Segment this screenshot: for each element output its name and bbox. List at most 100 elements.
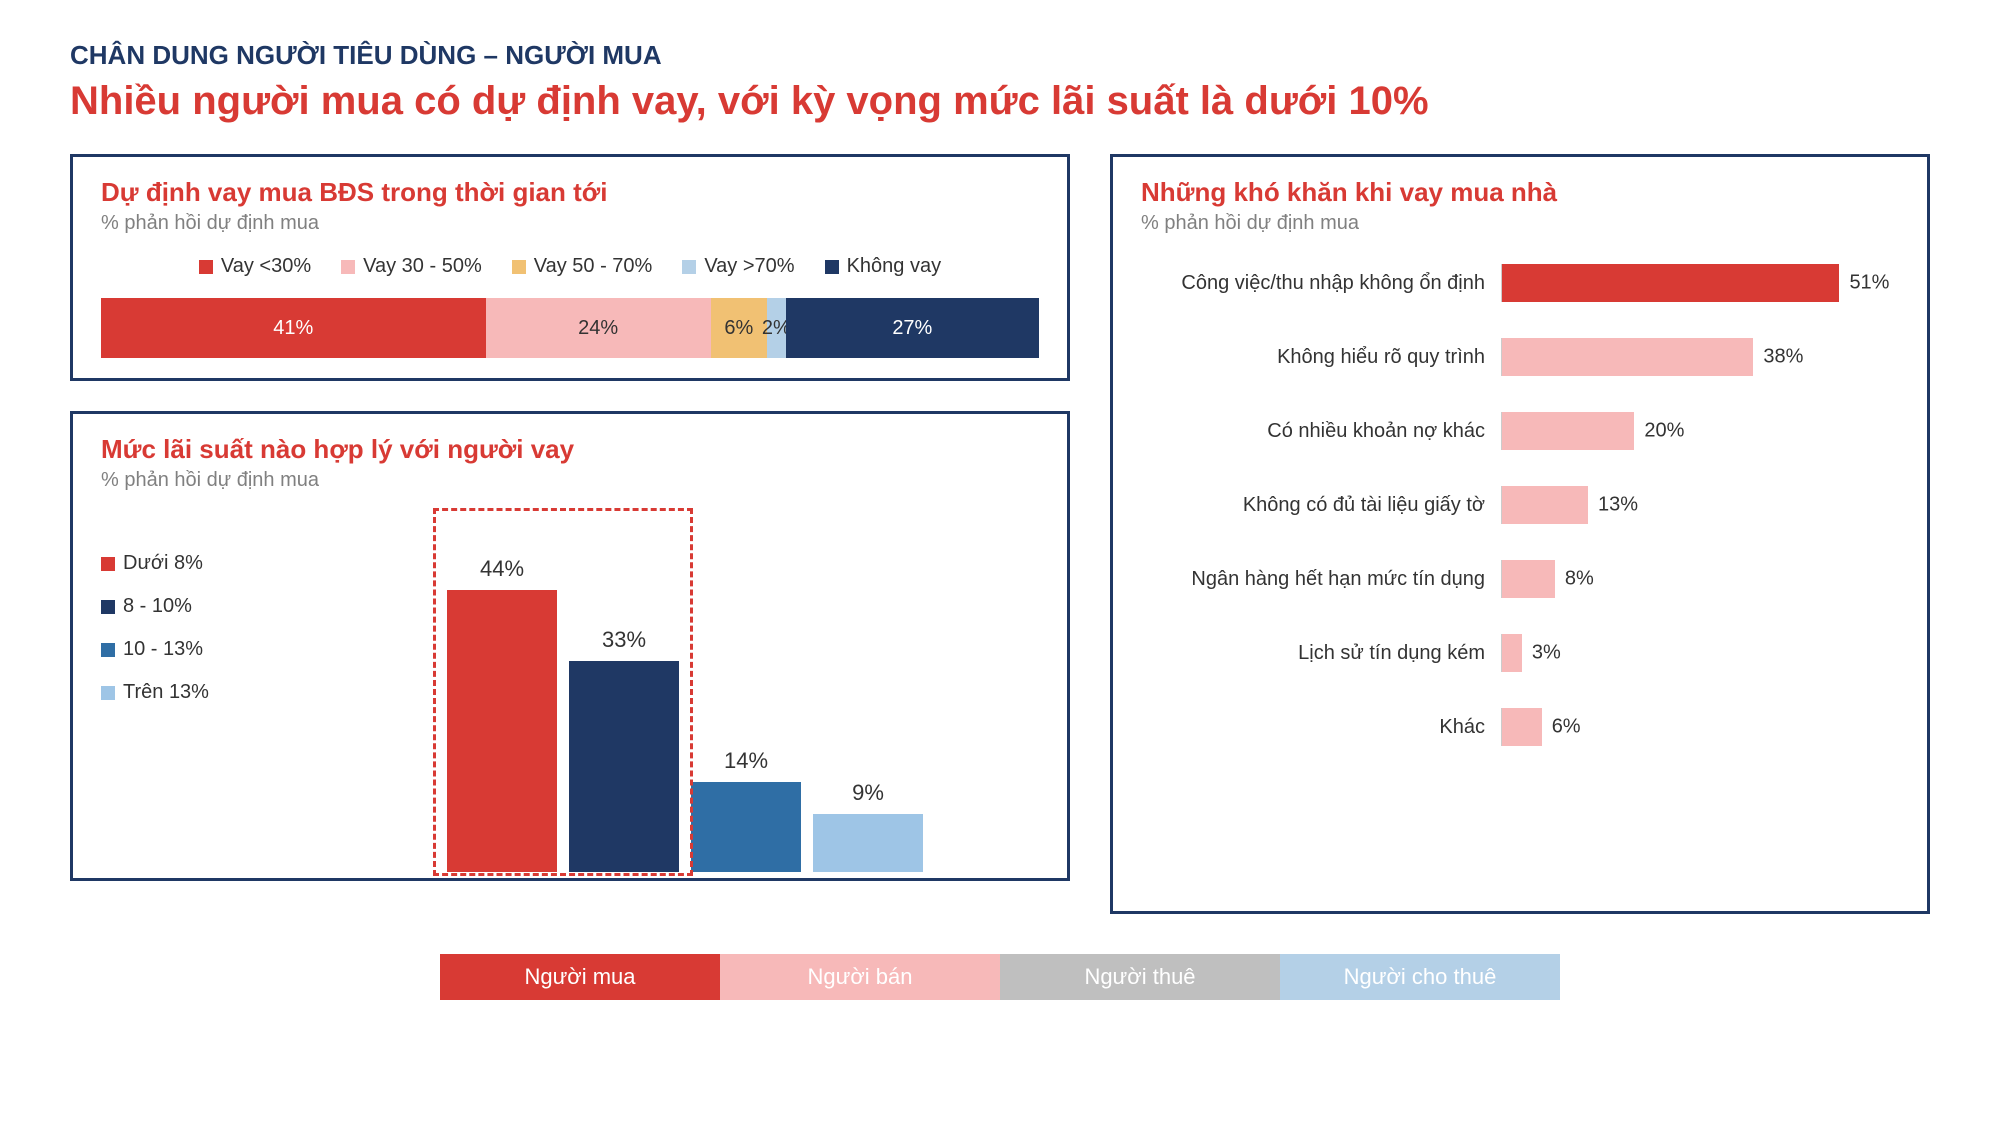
legend-swatch [199,260,213,274]
tab-người-thuê[interactable]: Người thuê [1000,954,1280,1000]
hbar-value: 13% [1588,494,1638,517]
legend-swatch [682,260,696,274]
legend-item: 10 - 13% [101,638,321,661]
hbar-track: 51% [1501,264,1899,302]
left-column: Dự định vay mua BĐS trong thời gian tới … [70,154,1070,914]
stacked-legend: Vay <30% Vay 30 - 50% Vay 50 - 70% Vay >70%… [101,255,1039,278]
tab-người-bán[interactable]: Người bán [720,954,1000,1000]
legend-label: 10 - 13% [123,638,203,661]
hbar-fill: 6% [1502,708,1542,746]
legend-item: Vay 30 - 50% [341,255,482,278]
hbar-value: 6% [1542,716,1581,739]
vbar: 33% [569,661,679,872]
tabs: Người muaNgười bánNgười thuêNgười cho th… [70,954,1930,1000]
hbar-fill: 3% [1502,634,1522,672]
hbar-label: Có nhiều khoản nợ khác [1141,420,1501,443]
legend-item: Không vay [825,255,942,278]
panel-interest-rate: Mức lãi suất nào hợp lý với người vay % … [70,411,1070,881]
legend-label: Vay 30 - 50% [363,255,482,278]
panel-difficulties: Những khó khăn khi vay mua nhà % phản hồ… [1110,154,1930,914]
hbar-row: Không có đủ tài liệu giấy tờ13% [1141,477,1899,533]
stacked-segment: 6% [711,298,767,358]
hbar-row: Có nhiều khoản nợ khác20% [1141,403,1899,459]
layout: Dự định vay mua BĐS trong thời gian tới … [70,154,1930,914]
hbar-track: 38% [1501,338,1899,376]
legend-label: Dưới 8% [123,552,203,575]
legend-label: Vay <30% [221,255,311,278]
legend-label: Vay >70% [704,255,794,278]
stacked-segment: 27% [786,298,1039,358]
legend-swatch [101,686,115,700]
legend-label: Vay 50 - 70% [534,255,653,278]
panel-title: Mức lãi suất nào hợp lý với người vay [101,434,1039,465]
hbar-row: Không hiểu rõ quy trình38% [1141,329,1899,385]
hbar-label: Lịch sử tín dụng kém [1141,642,1501,665]
legend-swatch [825,260,839,274]
hbar-label: Ngân hàng hết hạn mức tín dụng [1141,568,1501,591]
panel-title: Dự định vay mua BĐS trong thời gian tới [101,177,1039,208]
hbar-value: 51% [1839,272,1889,295]
stacked-bar: 41%24%6%2%27% [101,298,1039,358]
tab-người-mua[interactable]: Người mua [440,954,720,1000]
tab-người-cho-thuê[interactable]: Người cho thuê [1280,954,1560,1000]
stacked-segment: 2% [767,298,786,358]
hbar-label: Công việc/thu nhập không ổn định [1141,272,1501,295]
hbar-track: 6% [1501,708,1899,746]
legend-item: Trên 13% [101,681,321,704]
legend-swatch [101,557,115,571]
hbar-fill: 8% [1502,560,1555,598]
vbar-wrap: Dưới 8%8 - 10%10 - 13%Trên 13% 44%33%14%… [101,512,1039,872]
hbar-row: Khác6% [1141,699,1899,755]
panel-sub: % phản hồi dự định mua [1141,212,1899,235]
hbar-label: Không hiểu rõ quy trình [1141,346,1501,369]
legend-item: Vay <30% [199,255,311,278]
hbar-fill: 20% [1502,412,1634,450]
legend-label: Không vay [847,255,942,278]
vbar-value: 14% [691,748,801,774]
hbar-fill: 13% [1502,486,1588,524]
vbar: 9% [813,814,923,872]
right-column: Những khó khăn khi vay mua nhà % phản hồ… [1110,154,1930,914]
vbar-value: 33% [569,627,679,653]
hbar-value: 8% [1555,568,1594,591]
vbar-value: 44% [447,556,557,582]
hbar-fill: 38% [1502,338,1753,376]
vbar-area: 44%33%14%9% [331,512,1039,872]
legend-item: 8 - 10% [101,595,321,618]
legend-item: Vay 50 - 70% [512,255,653,278]
legend-label: Trên 13% [123,681,209,704]
hbar-track: 3% [1501,634,1899,672]
stacked-segment: 41% [101,298,486,358]
legend-label: 8 - 10% [123,595,192,618]
legend-item: Dưới 8% [101,552,321,575]
panel-sub: % phản hồi dự định mua [101,469,1039,492]
page-title: Nhiều người mua có dự định vay, với kỳ v… [70,79,1930,124]
hbar-track: 20% [1501,412,1899,450]
hbar-list: Công việc/thu nhập không ổn định51%Không… [1141,255,1899,755]
stacked-segment: 24% [486,298,711,358]
hbar-fill: 51% [1502,264,1839,302]
hbar-value: 38% [1753,346,1803,369]
hbar-track: 13% [1501,486,1899,524]
legend-swatch [512,260,526,274]
legend-swatch [101,643,115,657]
page-overline: CHÂN DUNG NGƯỜI TIÊU DÙNG – NGƯỜI MUA [70,40,1930,71]
hbar-label: Không có đủ tài liệu giấy tờ [1141,494,1501,517]
hbar-row: Ngân hàng hết hạn mức tín dụng8% [1141,551,1899,607]
legend-swatch [101,600,115,614]
hbar-label: Khác [1141,716,1501,739]
vbar: 44% [447,590,557,872]
legend-item: Vay >70% [682,255,794,278]
panel-sub: % phản hồi dự định mua [101,212,1039,235]
hbar-value: 20% [1634,420,1684,443]
vbar-legend: Dưới 8% 8 - 10% 10 - 13% Trên 13% [101,512,321,704]
hbar-track: 8% [1501,560,1899,598]
hbar-value: 3% [1522,642,1561,665]
vbar: 14% [691,782,801,872]
hbar-row: Lịch sử tín dụng kém3% [1141,625,1899,681]
vbar-value: 9% [813,780,923,806]
legend-swatch [341,260,355,274]
panel-loan-intent: Dự định vay mua BĐS trong thời gian tới … [70,154,1070,381]
hbar-row: Công việc/thu nhập không ổn định51% [1141,255,1899,311]
panel-title: Những khó khăn khi vay mua nhà [1141,177,1899,208]
